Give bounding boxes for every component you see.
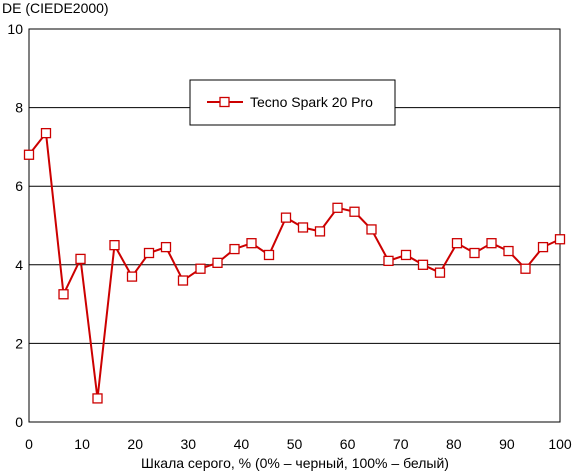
data-point-marker — [177, 275, 189, 286]
y-tick-label: 8 — [15, 100, 23, 116]
data-point-marker — [40, 127, 52, 139]
data-point-marker — [246, 238, 257, 249]
x-axis-tick-labels: 0 10 20 30 40 50 60 70 80 90 100 — [25, 436, 572, 452]
data-point-marker — [451, 238, 463, 249]
data-point-marker — [400, 249, 412, 261]
data-point-marker — [263, 249, 275, 261]
legend: Tecno Spark 20 Pro — [189, 79, 396, 126]
data-point-marker — [314, 226, 326, 237]
data-point-marker — [58, 289, 69, 300]
data-point-marker — [520, 263, 531, 274]
data-point-marker — [554, 234, 566, 245]
data-point-marker — [229, 243, 240, 255]
x-axis-title: Шкала серого, % (0% – черный, 100% – бел… — [141, 455, 449, 471]
plot-area-frame — [28, 28, 561, 423]
x-tick-label: 60 — [340, 436, 356, 452]
data-point-marker — [109, 239, 120, 251]
x-tick-label: 30 — [181, 436, 197, 452]
data-point-marker — [280, 212, 292, 223]
x-tick-label: 0 — [25, 436, 33, 452]
x-tick-label: 10 — [74, 436, 90, 452]
data-point-marker — [23, 149, 35, 160]
data-point-marker — [297, 222, 309, 233]
data-point-marker — [503, 245, 514, 257]
x-tick-label: 50 — [287, 436, 303, 452]
x-tick-label: 70 — [393, 436, 409, 452]
data-point-marker — [212, 257, 223, 268]
data-point-marker — [383, 255, 394, 267]
series-line — [28, 132, 561, 400]
x-tick-label: 90 — [499, 436, 515, 452]
y-tick-label: 10 — [7, 21, 23, 37]
data-point-marker — [126, 271, 138, 282]
y-axis-tick-labels: 0 2 4 6 8 10 — [7, 21, 23, 430]
y-axis-title: DE (CIEDE2000) — [2, 0, 109, 16]
data-point-marker — [486, 238, 497, 249]
data-point-marker — [417, 259, 429, 270]
data-point-marker — [143, 247, 155, 259]
data-point-marker — [469, 247, 480, 259]
x-tick-label: 40 — [234, 436, 250, 452]
gridlines — [29, 107, 560, 344]
data-point-marker — [75, 253, 86, 265]
data-point-marker — [92, 393, 103, 404]
x-tick-label: 80 — [446, 436, 462, 452]
y-tick-label: 6 — [15, 178, 23, 194]
legend-marker-swatch — [219, 96, 230, 108]
y-tick-label: 2 — [15, 335, 23, 351]
data-point-marker — [332, 202, 343, 213]
data-point-marker — [434, 267, 446, 278]
x-tick-label: 20 — [127, 436, 143, 452]
legend-entry-label: Tecno Spark 20 Pro — [250, 94, 373, 110]
data-point-marker — [537, 241, 549, 253]
data-point-marker — [195, 263, 206, 274]
y-tick-label: 4 — [15, 257, 23, 273]
data-point-marker — [349, 206, 360, 217]
x-tick-label: 100 — [548, 436, 572, 452]
data-point-marker — [160, 241, 172, 253]
series-layer — [23, 127, 566, 404]
data-point-marker — [366, 224, 377, 235]
y-tick-label: 0 — [15, 414, 23, 430]
